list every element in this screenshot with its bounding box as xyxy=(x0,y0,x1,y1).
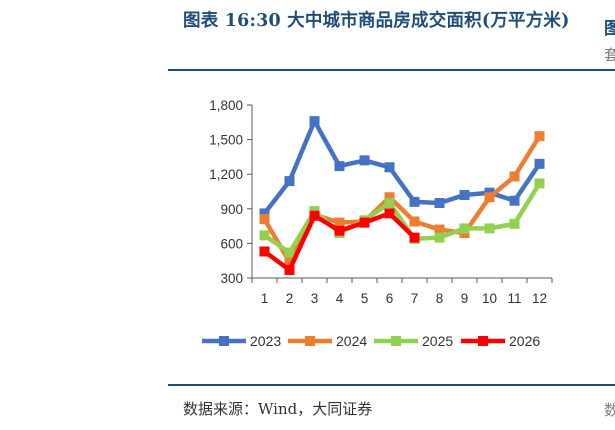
y-tick-label: 1,800 xyxy=(209,98,243,113)
data-point-2023 xyxy=(534,158,545,169)
data-point-2024 xyxy=(334,217,345,228)
chart-legend: 2023 2024 2025 2026 xyxy=(202,333,540,349)
x-tick-label: 10 xyxy=(482,291,497,306)
data-point-2026 xyxy=(284,264,295,275)
data-point-2026 xyxy=(334,225,345,236)
legend-marker-2026 xyxy=(478,336,488,346)
next-panel-title-fragment: 图 xyxy=(604,19,615,39)
series-line-2023 xyxy=(262,118,542,216)
y-tick-label: 600 xyxy=(220,236,243,251)
chart-title: 图表 16:30 大中城市商品房成交面积(万平方米) xyxy=(183,11,570,31)
data-point-2023 xyxy=(459,189,470,200)
data-point-2026 xyxy=(259,246,270,257)
x-tick-label: 2 xyxy=(286,291,294,306)
data-point-2024 xyxy=(259,214,270,225)
data-point-2023 xyxy=(409,196,420,207)
data-point-2026 xyxy=(384,208,395,219)
data-point-2025 xyxy=(484,223,495,234)
data-point-2023 xyxy=(434,198,445,209)
data-point-2025 xyxy=(534,178,545,189)
legend-label-2025: 2025 xyxy=(422,333,453,349)
data-point-2023 xyxy=(334,161,345,172)
data-point-2024 xyxy=(484,192,495,203)
data-point-2024 xyxy=(384,192,395,203)
x-tick-label: 3 xyxy=(311,291,319,306)
data-point-2026 xyxy=(409,232,420,243)
data-point-2023 xyxy=(384,162,395,173)
next-panel-source-fragment: 数 xyxy=(604,401,615,419)
legend-marker-2023 xyxy=(219,336,229,346)
y-tick-label: 1,200 xyxy=(209,167,243,182)
legend-label-2026: 2026 xyxy=(509,333,540,349)
data-point-2025 xyxy=(384,198,395,209)
x-tick-label: 12 xyxy=(532,291,547,306)
y-tick-label: 300 xyxy=(220,271,243,286)
x-tick-label: 11 xyxy=(507,291,521,306)
data-point-2023 xyxy=(509,195,520,206)
data-point-2023 xyxy=(359,155,370,166)
data-point-2024 xyxy=(434,224,445,235)
data-point-2026 xyxy=(359,217,370,228)
data-point-2024 xyxy=(409,216,420,227)
data-point-2024 xyxy=(284,256,295,267)
chart-series xyxy=(259,116,545,275)
data-point-2024 xyxy=(534,131,545,142)
x-tick-label: 4 xyxy=(336,291,344,306)
data-source-note: 数据来源：Wind，大同证券 xyxy=(183,400,373,418)
x-tick-label: 9 xyxy=(461,291,469,306)
data-point-2023 xyxy=(284,176,295,187)
title-divider xyxy=(168,69,615,71)
data-point-2023 xyxy=(259,208,270,219)
x-tick-label: 1 xyxy=(261,291,269,306)
x-tick-label: 6 xyxy=(386,291,394,306)
data-point-2023 xyxy=(309,116,320,127)
legend-marker-2024 xyxy=(305,336,315,346)
data-point-2024 xyxy=(509,171,520,182)
legend-label-2023: 2023 xyxy=(250,333,281,349)
y-tick-label: 900 xyxy=(220,202,243,217)
x-tick-label: 8 xyxy=(436,291,444,306)
next-panel-subtitle-fragment: 套 xyxy=(604,46,615,64)
y-tick-label: 1,500 xyxy=(209,133,243,148)
source-divider xyxy=(168,384,615,386)
data-point-2025 xyxy=(509,218,520,229)
x-tick-label: 5 xyxy=(361,291,369,306)
legend-label-2024: 2024 xyxy=(336,333,367,349)
series-line-2024 xyxy=(262,133,542,265)
data-point-2025 xyxy=(459,223,470,234)
data-point-2025 xyxy=(284,247,295,258)
x-tick-label: 7 xyxy=(411,291,419,306)
data-point-2025 xyxy=(259,230,270,241)
data-point-2025 xyxy=(434,232,445,243)
legend-marker-2025 xyxy=(391,336,401,346)
data-point-2026 xyxy=(309,210,320,221)
